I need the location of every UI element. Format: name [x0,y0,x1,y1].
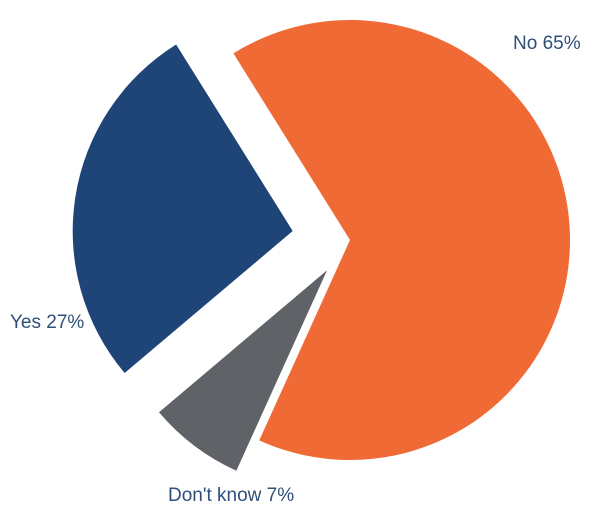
pie-slice-dontknow [159,270,328,471]
pie-slice-yes [72,44,293,373]
pie-slice-no [233,20,570,461]
slice-label-yes: Yes 27% [10,312,84,333]
slice-label-dont-know: Don't know 7% [168,485,294,506]
slice-label-no: No 65% [513,33,581,54]
pie-slices [72,20,570,471]
